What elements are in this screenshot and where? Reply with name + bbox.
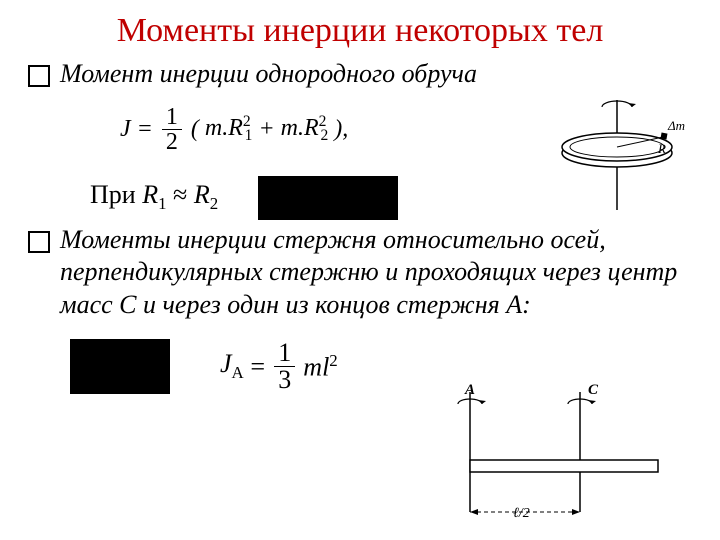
label-a: A <box>464 382 475 398</box>
label-c: C <box>588 382 599 398</box>
hoop-term1: m.R21 <box>205 113 253 146</box>
t1-base: m.R <box>205 115 243 141</box>
dm-label: Δm <box>667 118 685 133</box>
hoop-formula: J = 1 2 ( m.R21 + m.R22 ), <box>120 105 348 154</box>
bullet-marker <box>28 231 50 253</box>
hoop-fraction: 1 2 <box>162 105 182 154</box>
hoop-lhs: J = <box>120 116 153 143</box>
rod-diagram: A C ℓ/2 <box>440 382 660 532</box>
bullet-2-text: Моменты инерции стержня относительно осе… <box>60 224 700 322</box>
bullet-1-row: Момент инерции однородного обруча <box>0 58 720 91</box>
cond-r1: R <box>142 180 158 209</box>
rod-ml-sup: 2 <box>329 351 337 370</box>
redacted-box-1 <box>258 176 398 220</box>
cond-r2: R <box>194 180 210 209</box>
bullet-marker <box>28 65 50 87</box>
r-label: R <box>657 141 666 156</box>
hoop-close: ), <box>334 116 348 143</box>
half-length-label: ℓ/2 <box>513 506 530 521</box>
t2-base: m.R <box>281 115 319 141</box>
rod-frac-den: 3 <box>274 367 295 393</box>
rod-eq: = <box>249 352 267 382</box>
cond-pri: При <box>90 180 142 209</box>
rod-J: JA <box>220 349 244 383</box>
rod-J-sub: A <box>232 364 244 383</box>
rod-frac-num: 1 <box>274 340 295 367</box>
rod-ml-base: ml <box>303 352 329 381</box>
cond-s1: 1 <box>158 195 166 214</box>
rod-fraction: 1 3 <box>274 340 295 393</box>
bullet-2-row: Моменты инерции стержня относительно осе… <box>0 224 720 322</box>
hoop-frac-num: 1 <box>162 105 182 130</box>
cond-s2: 2 <box>210 195 218 214</box>
hoop-plus: + <box>258 116 274 143</box>
bullet-1-text: Момент инерции однородного обруча <box>60 58 477 91</box>
page-title: Моменты инерции некоторых тел <box>0 0 720 50</box>
hoop-frac-den: 2 <box>162 130 182 154</box>
hoop-term2: m.R22 <box>281 113 329 146</box>
t2-sub: 2 <box>320 127 328 144</box>
rod-J-sym: J <box>220 349 232 378</box>
hoop-open: ( <box>191 116 199 143</box>
t1-sub: 1 <box>245 127 253 144</box>
rod-ml: ml2 <box>303 351 337 383</box>
redacted-box-2 <box>70 339 170 394</box>
rod-formula: JA = 1 3 ml2 <box>220 340 338 393</box>
cond-approx: ≈ <box>167 180 194 209</box>
condition-text: При R1 ≈ R2 <box>90 180 218 214</box>
hoop-diagram: Δm R <box>550 95 685 215</box>
